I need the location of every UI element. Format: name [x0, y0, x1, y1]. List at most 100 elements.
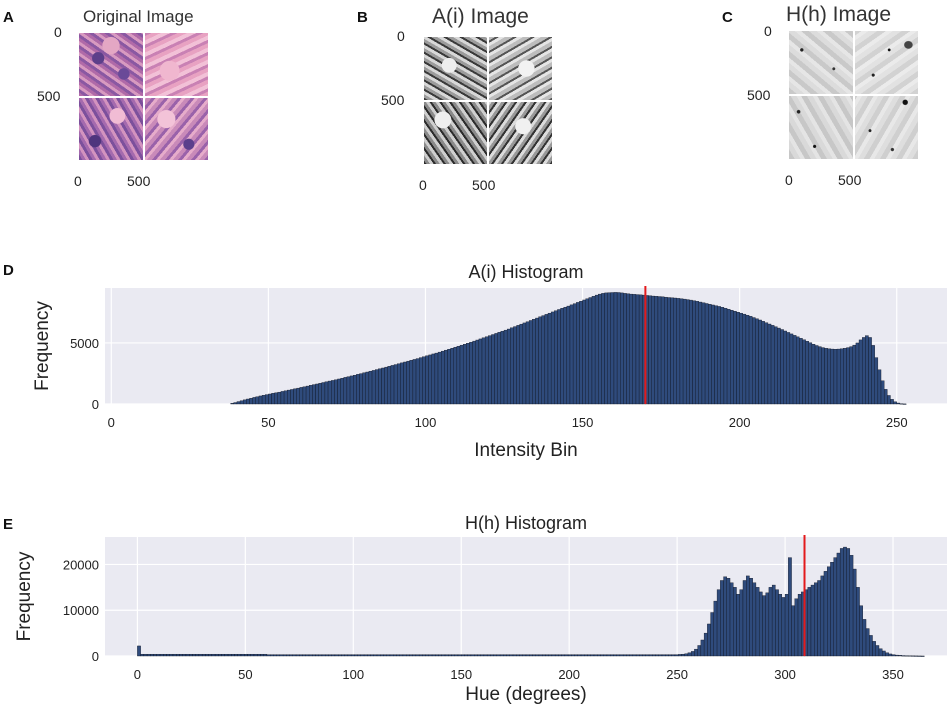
hh-histogram-bar	[444, 654, 449, 657]
hh-histogram-bar	[865, 628, 870, 657]
hh-histogram-bar	[156, 653, 161, 657]
ai-histogram-bar	[466, 343, 470, 405]
ai-histogram-bar	[830, 348, 835, 405]
hh-histogram-bar	[904, 655, 909, 657]
hh-image-xtick-0: 0	[785, 172, 793, 188]
ai-histogram-bar	[249, 398, 253, 405]
hh-histogram-bar	[140, 653, 145, 657]
hh-histogram-bar	[771, 584, 776, 657]
ai-histogram-bar	[777, 327, 781, 405]
ai-histogram-bar	[824, 348, 828, 405]
ai-histogram-bar	[453, 347, 458, 405]
ai-histogram-bar	[638, 294, 643, 405]
ai-histogram-bar	[550, 311, 555, 405]
ai-histogram-bar	[440, 350, 445, 405]
hh-histogram-bar	[211, 653, 216, 657]
hh-histogram-bar	[176, 653, 180, 657]
ai-histogram-bar	[500, 331, 505, 405]
ai-image-thumbnail	[424, 37, 552, 164]
ai-histogram-bar	[491, 334, 495, 405]
hh-x-tick-label: 50	[238, 667, 252, 682]
hh-histogram-bar	[823, 571, 828, 657]
ai-histogram-bar	[673, 297, 677, 405]
hh-histogram-bar	[422, 654, 426, 657]
ai-histogram-bar	[642, 294, 646, 405]
hh-histogram-bar	[687, 652, 692, 657]
ai-histogram-bar	[730, 310, 734, 405]
hh-histogram-bar	[678, 654, 682, 657]
hh-histogram-bar	[681, 653, 685, 657]
hh-histogram-bar	[733, 587, 737, 657]
ai-histogram-bar	[506, 328, 511, 405]
ai-histogram-bar	[497, 332, 502, 405]
hh-histogram-bar	[234, 653, 238, 657]
hh-histogram-bar	[470, 654, 475, 657]
ai-histogram-bar	[349, 375, 354, 405]
ai-histogram-bar	[494, 333, 498, 405]
hh-image-xtick-500: 500	[838, 172, 862, 188]
original-image-xtick-500: 500	[127, 173, 151, 189]
ai-histogram-bar	[789, 333, 794, 405]
hh-histogram-bar	[257, 653, 261, 657]
hh-histogram-bar	[814, 582, 818, 657]
ai-histogram-bar	[462, 343, 467, 405]
hh-histogram-bar	[373, 654, 378, 657]
ai-histogram-bar	[277, 391, 282, 405]
hh-histogram-bar	[360, 654, 365, 657]
hh-plot-area	[105, 537, 947, 656]
hh-histogram-bar	[367, 654, 371, 657]
hh-histogram-bar	[331, 654, 336, 657]
hh-histogram-bar	[273, 654, 277, 657]
hh-histogram-bar	[512, 654, 517, 657]
hh-x-tick-label: 100	[342, 667, 364, 682]
hh-histogram-bar	[911, 655, 915, 657]
hh-histogram-bar	[882, 650, 886, 657]
ai-histogram-bar	[255, 396, 260, 405]
hh-x-tick-label: 300	[774, 667, 796, 682]
ai-histogram-bar	[852, 344, 857, 405]
hh-histogram-bar	[655, 654, 659, 657]
ai-histogram-bar	[858, 339, 863, 405]
ai-histogram-bar	[265, 394, 269, 405]
hh-x-tick-label: 250	[666, 667, 688, 682]
ai-histogram-bar	[425, 355, 429, 405]
hh-histogram-bar	[350, 654, 355, 657]
hh-histogram-title: H(h) Histogram	[465, 513, 587, 533]
hh-histogram-bar	[768, 587, 773, 657]
ai-histogram-bar	[594, 294, 599, 405]
ai-histogram-bar	[246, 398, 250, 405]
hh-histogram-bar	[830, 561, 834, 657]
ai-histogram-bar	[233, 402, 238, 405]
ai-histogram-bar	[770, 325, 775, 405]
ai-histogram-bar	[755, 318, 759, 405]
original-image-title: Original Image	[83, 7, 194, 26]
ai-histogram-bar	[843, 348, 847, 405]
hh-histogram-bar	[791, 605, 795, 657]
hh-histogram-bar	[428, 654, 433, 657]
ai-histogram-bar	[736, 312, 740, 405]
hh-histogram-bar	[804, 589, 808, 657]
hh-histogram-bar	[901, 655, 906, 657]
hh-histogram-bar	[775, 589, 779, 657]
hh-image-ytick-0: 0	[764, 23, 772, 39]
hh-histogram-bar	[279, 654, 284, 657]
hh-histogram-bar	[292, 654, 297, 657]
hh-histogram-bar	[561, 654, 566, 657]
hh-histogram-bar	[587, 654, 591, 657]
ai-histogram-bar	[532, 319, 536, 405]
panel-label-d: D	[3, 262, 14, 279]
hh-histogram-bar	[312, 654, 316, 657]
ai-histogram-bar	[893, 401, 897, 405]
hh-histogram-bar	[522, 654, 527, 657]
hh-histogram-bar	[189, 653, 193, 657]
hh-histogram-bar	[402, 654, 407, 657]
hh-histogram-bar	[474, 654, 478, 657]
ai-histogram-bar	[337, 378, 341, 405]
hh-histogram-bar	[707, 623, 711, 657]
hh-histogram-bar	[163, 653, 167, 657]
ai-histogram-bar	[783, 330, 787, 405]
hh-histogram-bar	[739, 589, 744, 657]
ai-histogram-bar	[648, 295, 652, 405]
hh-histogram-bar	[606, 654, 611, 657]
hh-histogram-bar	[218, 653, 222, 657]
